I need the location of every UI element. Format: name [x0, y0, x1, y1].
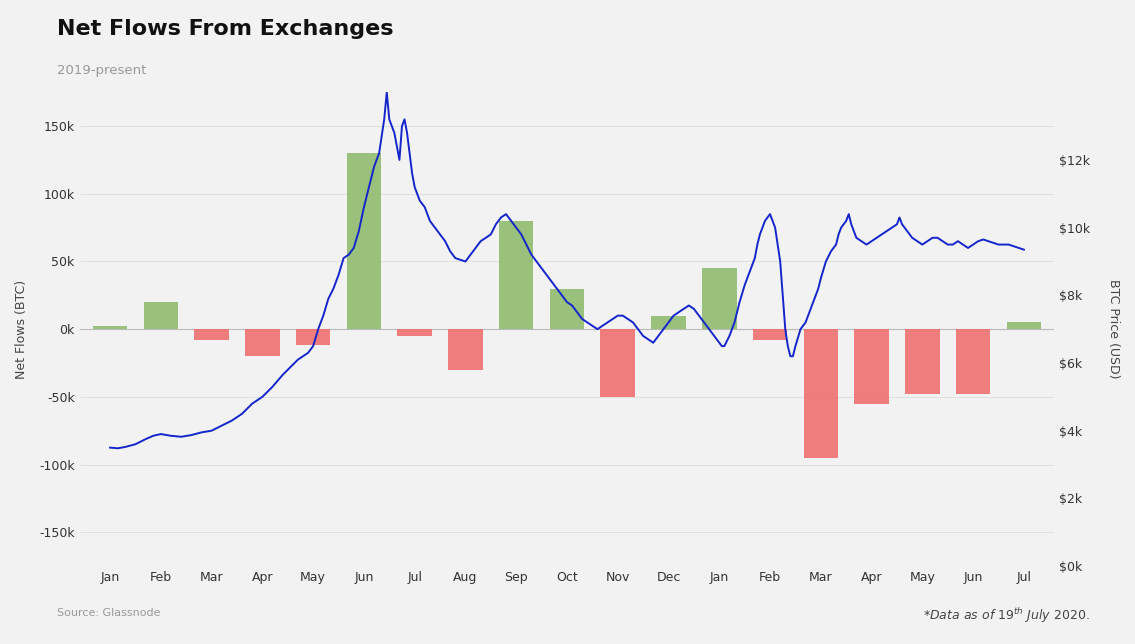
Bar	[296, 329, 330, 345]
Text: Source: Glassnode: Source: Glassnode	[57, 608, 160, 618]
Bar	[194, 329, 229, 340]
Bar	[143, 302, 178, 329]
Y-axis label: BTC Price (USD): BTC Price (USD)	[1107, 279, 1120, 379]
Bar	[703, 269, 737, 329]
Bar	[651, 316, 686, 329]
Bar	[549, 289, 585, 329]
Bar	[600, 329, 634, 397]
Y-axis label: Net Flows (BTC): Net Flows (BTC)	[15, 279, 28, 379]
Bar	[905, 329, 940, 394]
Bar	[245, 329, 279, 356]
Bar	[499, 221, 533, 329]
Bar	[397, 329, 432, 336]
Bar	[1007, 323, 1041, 329]
Bar	[346, 153, 381, 329]
Text: Net Flows From Exchanges: Net Flows From Exchanges	[57, 19, 393, 39]
Text: $\mathit{*Data\ as\ of\ 19}^{\mathit{th}}\mathit{\ July\ 2020.}$: $\mathit{*Data\ as\ of\ 19}^{\mathit{th}…	[923, 606, 1090, 625]
Bar	[956, 329, 991, 394]
Text: 2019-present: 2019-present	[57, 64, 146, 77]
Bar	[448, 329, 482, 370]
Bar	[93, 327, 127, 329]
Bar	[855, 329, 889, 404]
Bar	[804, 329, 838, 458]
Bar	[753, 329, 788, 340]
